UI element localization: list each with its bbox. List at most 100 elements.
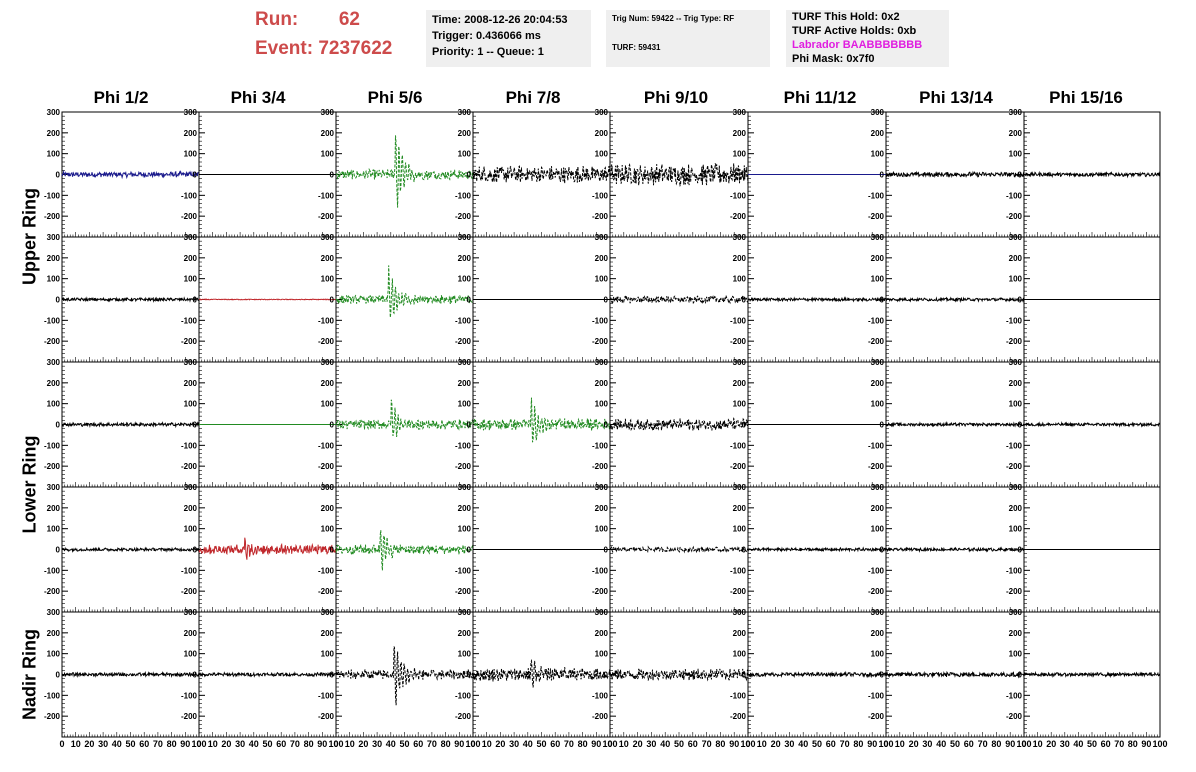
x-tick-label: 0	[59, 739, 64, 749]
y-tick-label: 200	[458, 379, 472, 388]
y-tick-label: 0	[604, 546, 609, 555]
y-tick-label: 300	[871, 358, 885, 367]
labrador-text: Labrador BAABBBBBBB	[792, 39, 923, 51]
waveform-trace	[61, 169, 200, 180]
x-tick-label: 70	[290, 739, 300, 749]
y-tick-label: -200	[318, 212, 335, 221]
y-tick-label: 200	[733, 379, 747, 388]
priority-text: Priority: 1 -- Queue: 1	[432, 46, 544, 58]
y-tick-label: -100	[592, 566, 609, 575]
y-tick-label: 200	[47, 379, 61, 388]
y-tick-label: 100	[321, 275, 335, 284]
y-tick-label: 0	[193, 546, 198, 555]
y-tick-label: -100	[44, 441, 61, 450]
y-tick-label: -200	[318, 462, 335, 471]
col-title-3: Phi 5/6	[367, 88, 423, 107]
waveform-trace	[885, 670, 1025, 679]
y-tick-label: 100	[184, 650, 198, 659]
y-tick-label: 100	[321, 400, 335, 409]
y-tick-label: -100	[318, 691, 335, 700]
y-tick-label: -200	[730, 712, 747, 721]
y-tick-label: -100	[181, 566, 198, 575]
waveform-trace	[335, 135, 474, 208]
y-tick-label: 300	[1009, 483, 1023, 492]
y-tick-label: 200	[733, 254, 747, 263]
y-tick-label: 100	[733, 275, 747, 284]
waveform-trace	[198, 671, 336, 678]
run-line: Run: 62	[255, 8, 360, 32]
x-tick-label: 10	[619, 739, 629, 749]
x-tick-label: 30	[1060, 739, 1070, 749]
y-tick-label: 200	[733, 504, 747, 513]
y-tick-label: 200	[733, 129, 747, 138]
x-tick-label: 40	[112, 739, 122, 749]
y-tick-label: -200	[1006, 462, 1023, 471]
y-tick-label: 300	[733, 608, 747, 617]
waveform-trace	[472, 165, 611, 184]
x-tick-label: 90	[867, 739, 877, 749]
y-tick-label: 0	[193, 671, 198, 680]
x-tick-label: 90	[180, 739, 190, 749]
waveform-trace	[1023, 170, 1161, 179]
x-tick-label: 30	[98, 739, 108, 749]
y-tick-label: 0	[467, 171, 472, 180]
y-tick-label: 100	[47, 525, 61, 534]
x-tick-label: 0	[333, 739, 338, 749]
x-tick-label: 90	[1005, 739, 1015, 749]
y-tick-label: 300	[595, 233, 609, 242]
y-tick-label: 0	[1018, 421, 1023, 430]
y-tick-label: 0	[330, 171, 335, 180]
y-tick-label: 0	[193, 171, 198, 180]
y-tick-label: 300	[595, 483, 609, 492]
y-tick-label: 300	[321, 108, 335, 117]
x-tick-label: 10	[345, 739, 355, 749]
y-tick-label: 300	[733, 358, 747, 367]
x-tick-label: 60	[413, 739, 423, 749]
y-tick-label: 100	[47, 150, 61, 159]
x-tick-label: 60	[826, 739, 836, 749]
y-tick-label: 100	[871, 150, 885, 159]
y-tick-label: 100	[458, 400, 472, 409]
x-tick-label: 40	[798, 739, 808, 749]
x-tick-label: 40	[386, 739, 396, 749]
y-tick-label: 0	[742, 671, 747, 680]
y-tick-label: -200	[44, 712, 61, 721]
y-tick-label: 300	[595, 108, 609, 117]
y-tick-label: 200	[321, 504, 335, 513]
x-tick-label: 60	[276, 739, 286, 749]
col-title-8: Phi 15/16	[1049, 88, 1123, 107]
x-tick-label: 70	[1114, 739, 1124, 749]
y-tick-label: 100	[733, 150, 747, 159]
y-tick-label: 300	[47, 358, 61, 367]
y-tick-label: 200	[47, 504, 61, 513]
y-tick-label: -100	[181, 191, 198, 200]
y-tick-label: 0	[604, 671, 609, 680]
x-tick-label: 100	[465, 739, 480, 749]
x-tick-label: 10	[482, 739, 492, 749]
event-label: Event:	[255, 38, 314, 59]
y-tick-label: 300	[321, 358, 335, 367]
waveform-trace	[747, 670, 887, 679]
x-tick-label: 50	[1087, 739, 1097, 749]
y-tick-label: -200	[44, 337, 61, 346]
y-tick-label: 0	[742, 546, 747, 555]
y-tick-label: -200	[181, 712, 198, 721]
x-tick-label: 50	[399, 739, 409, 749]
y-tick-label: 100	[184, 400, 198, 409]
y-tick-label: 300	[458, 608, 472, 617]
y-tick-label: -200	[318, 712, 335, 721]
col-title-4: Phi 7/8	[505, 88, 561, 107]
x-tick-label: 90	[1141, 739, 1151, 749]
y-tick-label: 0	[742, 171, 747, 180]
y-tick-label: 100	[595, 650, 609, 659]
y-tick-label: -200	[730, 462, 747, 471]
y-tick-label: -100	[318, 191, 335, 200]
y-tick-label: -200	[181, 462, 198, 471]
y-tick-label: 200	[595, 629, 609, 638]
x-tick-label: 30	[646, 739, 656, 749]
y-tick-label: -100	[318, 316, 335, 325]
y-tick-label: 300	[184, 358, 198, 367]
y-tick-label: -200	[1006, 337, 1023, 346]
x-tick-label: 40	[523, 739, 533, 749]
y-tick-label: 100	[47, 400, 61, 409]
